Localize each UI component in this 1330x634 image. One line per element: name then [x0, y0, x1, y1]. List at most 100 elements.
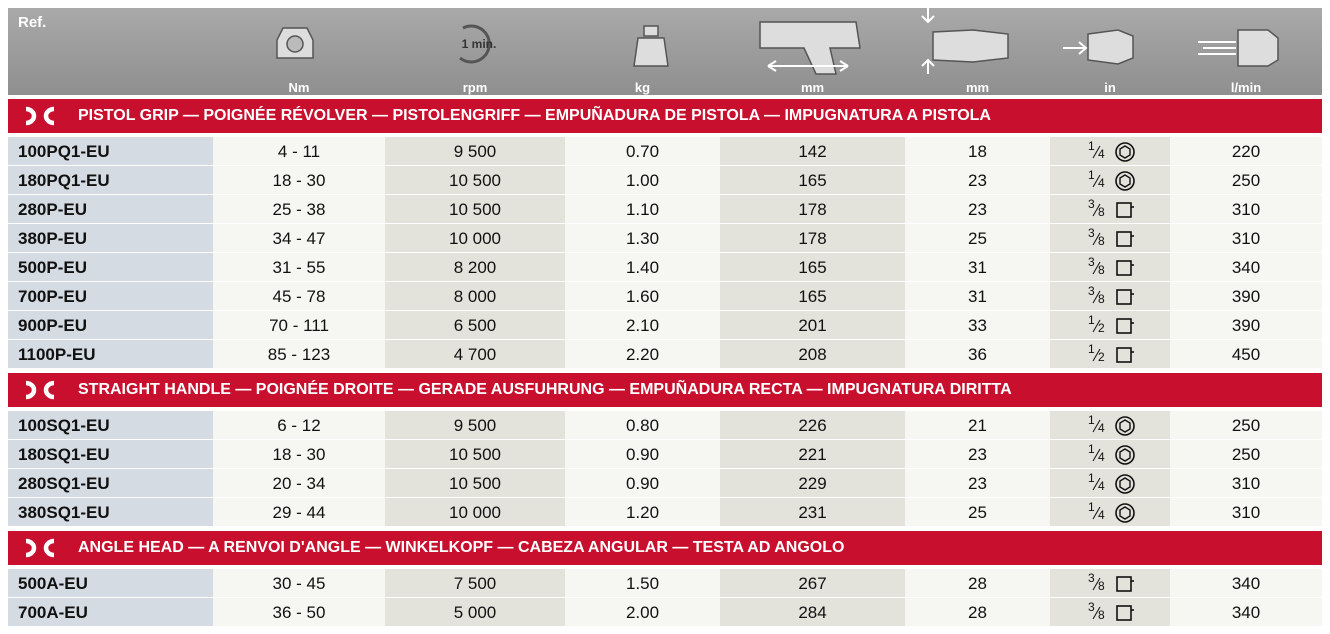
ref-header: Ref. — [18, 14, 47, 31]
drive-icon — [1114, 573, 1136, 605]
value-cell: 7 500 — [385, 569, 565, 598]
value-cell: 2.20 — [565, 340, 720, 369]
value-cell: 0.80 — [565, 411, 720, 440]
value-cell: 1.10 — [565, 195, 720, 224]
value-cell: 10 500 — [385, 440, 565, 469]
value-cell: 2.00 — [565, 598, 720, 627]
unit-label: Nm — [288, 80, 310, 95]
drive-icon — [1114, 228, 1136, 260]
ref-cell: 900P-EU — [8, 311, 213, 340]
value-cell: 340 — [1170, 569, 1322, 598]
ref-cell: 700A-EU — [8, 598, 213, 627]
value-cell: 250 — [1170, 166, 1322, 195]
value-cell: 250 — [1170, 440, 1322, 469]
value-cell: 450 — [1170, 340, 1322, 369]
value-cell: 178 — [720, 195, 905, 224]
value-cell: 18 - 30 — [213, 166, 385, 195]
fraction-den: 8 — [1098, 234, 1105, 248]
value-cell: 250 — [1170, 411, 1322, 440]
ref-cell: 700P-EU — [8, 282, 213, 311]
value-cell: 1.60 — [565, 282, 720, 311]
value-cell: 390 — [1170, 311, 1322, 340]
drive-icon — [1114, 502, 1136, 534]
value-cell: 36 — [905, 340, 1050, 369]
section-header: STRAIGHT HANDLE — POIGNÉE DROITE — GERAD… — [8, 373, 1322, 407]
drive-icon — [1114, 344, 1136, 376]
fraction-num: 1 — [1088, 471, 1095, 485]
fraction-num: 3 — [1088, 255, 1095, 269]
ref-cell: 280P-EU — [8, 195, 213, 224]
value-cell: 5 000 — [385, 598, 565, 627]
ref-cell: 500P-EU — [8, 253, 213, 282]
section-logo — [22, 536, 58, 573]
ref-cell: 380SQ1-EU — [8, 498, 213, 527]
fraction-den: 4 — [1098, 147, 1105, 161]
value-cell: 31 — [905, 282, 1050, 311]
value-cell: 340 — [1170, 253, 1322, 282]
fraction-den: 4 — [1098, 421, 1105, 435]
value-cell: 23 — [905, 469, 1050, 498]
value-cell: 201 — [720, 311, 905, 340]
section-logo — [22, 378, 58, 415]
value-cell: 1.30 — [565, 224, 720, 253]
value-cell: 220 — [1170, 137, 1322, 166]
fraction-num: 3 — [1088, 226, 1095, 240]
drive-icon — [1114, 199, 1136, 231]
value-cell: 0.90 — [565, 469, 720, 498]
drive-icon — [1114, 257, 1136, 289]
value-cell: 8 200 — [385, 253, 565, 282]
unit-label: mm — [800, 80, 825, 95]
drive-icon — [1114, 602, 1136, 634]
value-cell: 10 000 — [385, 498, 565, 527]
value-cell: 70 - 111 — [213, 311, 385, 340]
fraction-den: 4 — [1098, 450, 1105, 464]
fraction-num: 1 — [1088, 413, 1095, 427]
value-cell: 18 - 30 — [213, 440, 385, 469]
ref-cell: 500A-EU — [8, 569, 213, 598]
fraction-den: 8 — [1098, 263, 1105, 277]
value-cell: 23 — [905, 166, 1050, 195]
fraction-den: 4 — [1098, 508, 1105, 522]
value-cell: 33 — [905, 311, 1050, 340]
value-cell: 10 500 — [385, 166, 565, 195]
value-cell: 284 — [720, 598, 905, 627]
fraction-num: 1 — [1088, 442, 1095, 456]
section-title: ANGLE HEAD — A RENVOI D'ANGLE — WINKELKO… — [78, 539, 845, 556]
fraction-num: 1 — [1088, 342, 1095, 356]
drive-icon — [1114, 473, 1136, 505]
unit-label: in — [1104, 80, 1116, 95]
clock-label: 1 min. — [462, 37, 497, 51]
fraction-den: 4 — [1098, 479, 1105, 493]
value-cell: 25 — [905, 224, 1050, 253]
value-cell: 21 — [905, 411, 1050, 440]
drive-icon — [1114, 444, 1136, 476]
value-cell: 1.40 — [565, 253, 720, 282]
value-cell: 226 — [720, 411, 905, 440]
unit-label: rpm — [462, 80, 488, 95]
value-cell: 1.20 — [565, 498, 720, 527]
fraction-num: 1 — [1088, 500, 1095, 514]
unit-label: mm — [965, 80, 990, 95]
value-cell: 0.90 — [565, 440, 720, 469]
value-cell: 10 500 — [385, 195, 565, 224]
drive-icon — [1114, 315, 1136, 347]
value-cell: 1.50 — [565, 569, 720, 598]
drive-icon — [1114, 141, 1136, 173]
value-cell: 310 — [1170, 469, 1322, 498]
value-cell: 165 — [720, 253, 905, 282]
value-cell: 229 — [720, 469, 905, 498]
value-cell: 45 - 78 — [213, 282, 385, 311]
fraction-den: 2 — [1098, 350, 1105, 364]
value-cell: 390 — [1170, 282, 1322, 311]
value-cell: 29 - 44 — [213, 498, 385, 527]
value-cell: 2.10 — [565, 311, 720, 340]
fraction-num: 3 — [1088, 600, 1095, 614]
value-cell: 10 500 — [385, 469, 565, 498]
header-bar: Ref. 1 min. Nm rpm kg mm mm in l/min — [8, 8, 1322, 95]
